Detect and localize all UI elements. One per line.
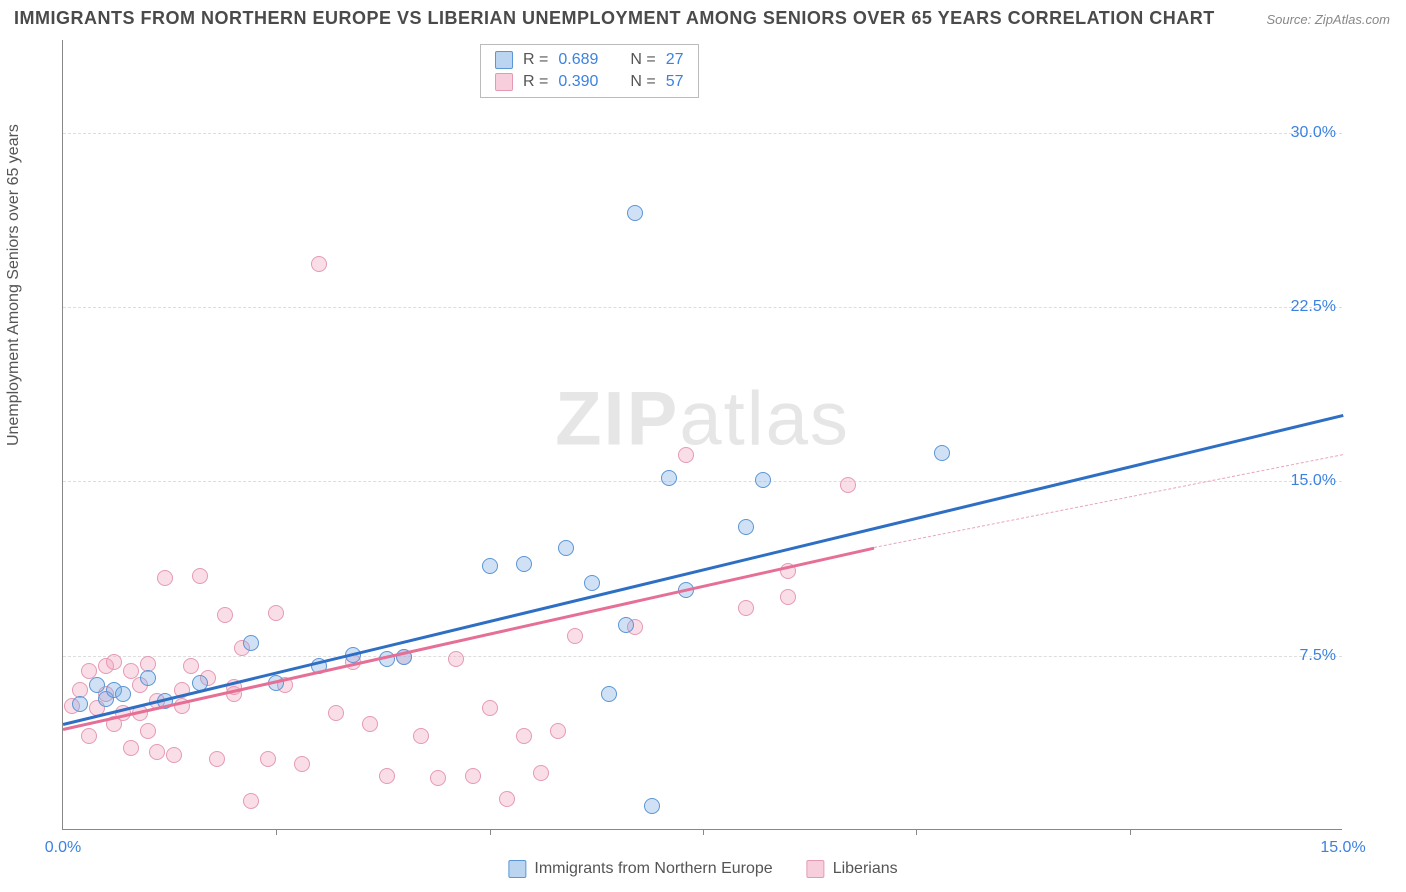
gridline	[63, 307, 1342, 308]
y-tick-label: 15.0%	[1291, 472, 1336, 490]
legend-item-blue: Immigrants from Northern Europe	[508, 860, 772, 878]
y-tick-label: 22.5%	[1291, 298, 1336, 316]
scatter-point-blue	[516, 556, 532, 572]
scatter-point-blue	[755, 472, 771, 488]
scatter-point-pink	[123, 740, 139, 756]
swatch-blue-icon	[495, 51, 513, 69]
scatter-point-pink	[448, 651, 464, 667]
scatter-point-pink	[413, 728, 429, 744]
n-value-blue: 27	[666, 51, 684, 69]
y-axis-label: Unemployment Among Seniors over 65 years	[5, 124, 23, 446]
scatter-point-pink	[81, 728, 97, 744]
scatter-point-pink	[567, 628, 583, 644]
scatter-point-pink	[192, 568, 208, 584]
n-label: N =	[630, 51, 655, 69]
y-tick-label: 30.0%	[1291, 124, 1336, 142]
scatter-point-blue	[243, 635, 259, 651]
regression-line-blue	[63, 414, 1344, 725]
watermark-light: atlas	[679, 376, 850, 461]
scatter-point-pink	[533, 765, 549, 781]
legend-row-pink: R = 0.390 N = 57	[495, 73, 684, 91]
scatter-point-pink	[678, 447, 694, 463]
r-value-blue: 0.689	[558, 51, 598, 69]
scatter-point-pink	[840, 477, 856, 493]
scatter-point-blue	[584, 575, 600, 591]
x-tick-mark	[1130, 829, 1131, 835]
y-tick-label: 7.5%	[1300, 647, 1336, 665]
scatter-point-pink	[166, 747, 182, 763]
scatter-point-pink	[465, 768, 481, 784]
scatter-point-blue	[72, 696, 88, 712]
scatter-point-blue	[627, 205, 643, 221]
scatter-point-pink	[149, 744, 165, 760]
scatter-point-pink	[738, 600, 754, 616]
scatter-point-blue	[618, 617, 634, 633]
scatter-point-pink	[379, 768, 395, 784]
scatter-point-blue	[482, 558, 498, 574]
scatter-point-pink	[780, 589, 796, 605]
scatter-point-pink	[362, 716, 378, 732]
legend-label-blue: Immigrants from Northern Europe	[534, 860, 772, 878]
watermark-bold: ZIP	[555, 376, 679, 461]
regression-line-pink	[63, 547, 874, 731]
scatter-point-blue	[558, 540, 574, 556]
source-label: Source: ZipAtlas.com	[1266, 12, 1390, 27]
watermark: ZIPatlas	[555, 375, 850, 462]
n-value-pink: 57	[666, 73, 684, 91]
x-tick-mark	[703, 829, 704, 835]
r-label: R =	[523, 73, 548, 91]
scatter-point-pink	[209, 751, 225, 767]
scatter-point-pink	[260, 751, 276, 767]
scatter-point-pink	[430, 770, 446, 786]
scatter-point-pink	[499, 791, 515, 807]
scatter-point-blue	[934, 445, 950, 461]
scatter-point-blue	[738, 519, 754, 535]
scatter-point-pink	[243, 793, 259, 809]
scatter-point-blue	[661, 470, 677, 486]
scatter-point-pink	[157, 570, 173, 586]
gridline	[63, 133, 1342, 134]
scatter-point-blue	[140, 670, 156, 686]
scatter-point-pink	[311, 256, 327, 272]
scatter-point-pink	[268, 605, 284, 621]
x-tick-mark	[916, 829, 917, 835]
swatch-blue-icon	[508, 860, 526, 878]
regression-line-pink-dashed	[874, 454, 1344, 548]
swatch-pink-icon	[495, 73, 513, 91]
n-label: N =	[630, 73, 655, 91]
scatter-point-pink	[183, 658, 199, 674]
r-value-pink: 0.390	[558, 73, 598, 91]
legend-row-blue: R = 0.689 N = 27	[495, 51, 684, 69]
legend-label-pink: Liberians	[833, 860, 898, 878]
chart-title: IMMIGRANTS FROM NORTHERN EUROPE VS LIBER…	[14, 8, 1215, 29]
correlation-legend: R = 0.689 N = 27 R = 0.390 N = 57	[480, 44, 699, 98]
chart-plot-area: ZIPatlas 7.5%15.0%22.5%30.0%0.0%15.0%	[62, 40, 1342, 830]
swatch-pink-icon	[807, 860, 825, 878]
x-tick-label: 15.0%	[1320, 839, 1365, 857]
legend-item-pink: Liberians	[807, 860, 898, 878]
scatter-point-blue	[115, 686, 131, 702]
scatter-point-pink	[106, 654, 122, 670]
series-legend: Immigrants from Northern Europe Liberian…	[508, 860, 897, 878]
scatter-point-pink	[294, 756, 310, 772]
x-tick-mark	[276, 829, 277, 835]
scatter-point-blue	[601, 686, 617, 702]
r-label: R =	[523, 51, 548, 69]
scatter-point-pink	[328, 705, 344, 721]
scatter-point-pink	[140, 723, 156, 739]
scatter-point-pink	[217, 607, 233, 623]
x-tick-mark	[490, 829, 491, 835]
gridline	[63, 481, 1342, 482]
scatter-point-pink	[516, 728, 532, 744]
scatter-point-pink	[550, 723, 566, 739]
scatter-point-blue	[644, 798, 660, 814]
gridline	[63, 656, 1342, 657]
x-tick-label: 0.0%	[45, 839, 81, 857]
scatter-point-pink	[482, 700, 498, 716]
